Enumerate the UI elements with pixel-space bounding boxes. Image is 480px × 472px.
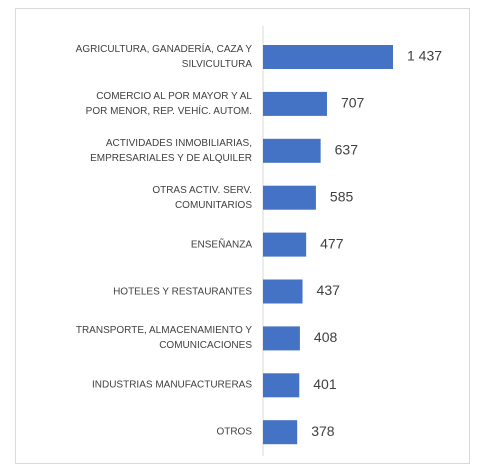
bar <box>263 45 393 69</box>
bar <box>263 185 316 210</box>
category-label: ACTIVIDADES INMOBILIARIAS, EMPRESARIALES… <box>90 137 252 164</box>
value-label: 408 <box>314 329 338 345</box>
category-label: INDUSTRIAS MANUFACTURERAS <box>91 379 252 391</box>
value-label: 707 <box>341 95 365 111</box>
chart-frame <box>15 8 470 464</box>
category-label: OTRAS ACTIV. SERV. COMUNITARIOS <box>152 184 252 211</box>
category-label: COMERCIO AL POR MAYOR Y AL POR MENOR, RE… <box>85 90 252 117</box>
category-label: TRANSPORTE, ALMACENAMIENTO Y COMUNICACIO… <box>75 325 252 352</box>
value-label: 401 <box>313 376 337 392</box>
category-label: ENSEÑANZA <box>190 239 252 251</box>
value-label: 477 <box>320 235 344 251</box>
category-label: AGRICULTURA, GANADERÍA, CAZA Y SILVICULT… <box>75 44 252 70</box>
bar <box>263 373 300 398</box>
category-label: HOTELES Y RESTAURANTES <box>113 286 252 297</box>
category-label: OTROS <box>216 426 252 438</box>
value-label: 437 <box>317 282 341 298</box>
bar <box>263 232 307 257</box>
value-label: 1 437 <box>407 48 442 64</box>
value-label: 585 <box>330 188 354 204</box>
bar <box>263 91 327 116</box>
bar <box>263 420 298 445</box>
bar <box>263 138 321 163</box>
bar <box>263 279 303 304</box>
bar <box>263 326 300 351</box>
value-label: 378 <box>311 423 335 439</box>
value-label: 637 <box>335 142 359 158</box>
